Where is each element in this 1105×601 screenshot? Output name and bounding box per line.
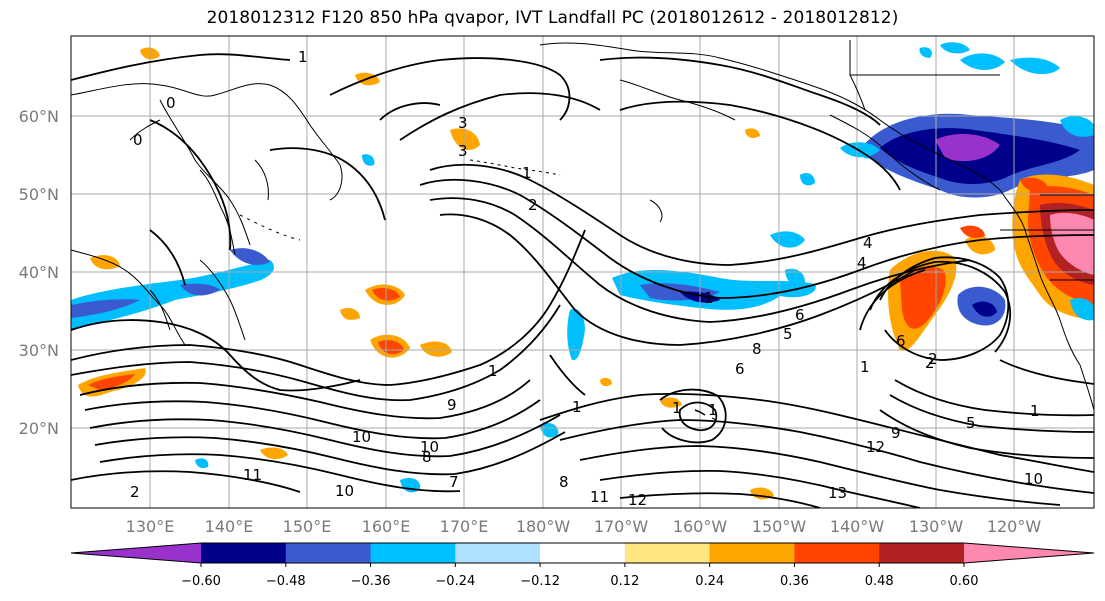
colorbar-segment bbox=[455, 543, 541, 563]
contour-label: 10 bbox=[420, 438, 439, 456]
colorbar-extend-low bbox=[71, 543, 201, 563]
latitude-axis: 60°N 50°N 40°N 30°N 20°N bbox=[19, 107, 59, 438]
colorbar: −0.60 −0.48 −0.36 −0.24 −0.12 0.12 0.24 0.36 0.4… bbox=[70, 542, 1095, 589]
colorbar-tick-label: 0.48 bbox=[865, 574, 894, 589]
colorbar-segment bbox=[879, 543, 965, 563]
contour-label: 1 bbox=[860, 358, 870, 376]
contour-label: 0 bbox=[133, 131, 143, 149]
colorbar-segment bbox=[370, 543, 456, 563]
lon-label-150e: 150°E bbox=[283, 517, 332, 536]
contour-label: 9 bbox=[891, 424, 901, 442]
contour-label: 2 bbox=[928, 350, 938, 368]
lon-label-160w: 160°W bbox=[673, 517, 728, 536]
longitude-axis: 130°E 140°E 150°E 160°E 170°E 180°W 170°… bbox=[126, 517, 1042, 536]
colorbar-segment bbox=[794, 543, 880, 563]
shaded-field bbox=[71, 42, 1094, 500]
contour-label: 2 bbox=[925, 354, 935, 372]
contour-label: 10 bbox=[1024, 470, 1043, 488]
lon-label-160e: 160°E bbox=[362, 517, 411, 536]
colorbar-segment bbox=[709, 543, 795, 563]
ivt-contours bbox=[71, 53, 1094, 508]
coastlines bbox=[71, 40, 1094, 421]
zero-contours bbox=[129, 119, 663, 223]
colorbar-segment bbox=[285, 543, 372, 563]
contour-label: 13 bbox=[828, 484, 847, 502]
contour-label: 1 bbox=[522, 164, 532, 182]
contour-label: 12 bbox=[866, 438, 885, 456]
contour-label: 2 bbox=[130, 483, 140, 501]
contour-label: 6 bbox=[896, 332, 906, 350]
colorbar-tick-label: −0.48 bbox=[266, 574, 306, 589]
lon-label-170e: 170°E bbox=[440, 517, 489, 536]
lat-label-50: 50°N bbox=[19, 185, 59, 204]
contour-label: 8 bbox=[752, 340, 762, 358]
lat-label-30: 30°N bbox=[19, 341, 59, 360]
contour-label: 9 bbox=[447, 396, 457, 414]
colorbar-segment bbox=[540, 543, 626, 563]
colorbar-segments bbox=[70, 542, 1095, 564]
contour-label: 11 bbox=[243, 466, 262, 484]
colorbar-segment bbox=[624, 543, 711, 563]
contour-label: 11 bbox=[590, 488, 609, 506]
lon-label-130w: 130°W bbox=[909, 517, 964, 536]
colorbar-tick-label: 0.12 bbox=[610, 574, 639, 589]
contour-label: 1 bbox=[488, 362, 498, 380]
lon-label-130e: 130°E bbox=[126, 517, 175, 536]
lat-label-20: 20°N bbox=[19, 419, 59, 438]
lat-label-60: 60°N bbox=[19, 107, 59, 126]
contour-label: 10 bbox=[335, 482, 354, 500]
colorbar-tick-label: −0.12 bbox=[520, 574, 560, 589]
gridlines bbox=[71, 36, 1094, 508]
lon-label-180w: 180°W bbox=[516, 517, 571, 536]
contour-label: 1 bbox=[1030, 402, 1040, 420]
contour-label: 1 bbox=[704, 289, 714, 307]
contour-label: 6 bbox=[795, 306, 805, 324]
contour-label: 10 bbox=[352, 428, 371, 446]
map-frame bbox=[70, 35, 1095, 509]
contour-label: 2 bbox=[528, 196, 538, 214]
colorbar-segment bbox=[201, 543, 287, 563]
colorbar-extend-high bbox=[964, 543, 1094, 563]
contour-label: 8 bbox=[559, 473, 569, 491]
lon-label-150w: 150°W bbox=[752, 517, 807, 536]
contour-label: 3 bbox=[458, 142, 468, 160]
contour-label: 7 bbox=[449, 473, 459, 491]
contour-label: 1 bbox=[298, 48, 308, 66]
contour-label: 6 bbox=[735, 360, 745, 378]
contour-label: 8 bbox=[422, 448, 432, 466]
contour-label: 3 bbox=[458, 114, 468, 132]
contour-label: 12 bbox=[628, 491, 647, 509]
colorbar-tick-label: −0.24 bbox=[435, 574, 475, 589]
figure-title: 2018012312 F120 850 hPa qvapor, IVT Land… bbox=[206, 8, 899, 28]
colorbar-ticks: −0.60 −0.48 −0.36 −0.24 −0.12 0.12 0.24 0.36 0.4… bbox=[181, 563, 978, 589]
contour-label: 1 bbox=[672, 399, 682, 417]
contour-label: 0 bbox=[166, 94, 176, 112]
contour-label: 4 bbox=[857, 254, 867, 272]
contour-label: 5 bbox=[783, 325, 793, 343]
colorbar-tick-label: 0.36 bbox=[780, 574, 809, 589]
contour-label: 4 bbox=[863, 234, 873, 252]
lon-label-140w: 140°W bbox=[830, 517, 885, 536]
colorbar-tick-label: −0.60 bbox=[181, 574, 221, 589]
colorbar-tick-label: −0.36 bbox=[351, 574, 391, 589]
colorbar-tick-label: 0.24 bbox=[695, 574, 724, 589]
lat-label-40: 40°N bbox=[19, 263, 59, 282]
contour-label: 5 bbox=[966, 414, 976, 432]
contour-label: 1 bbox=[708, 401, 718, 419]
colorbar-tick-label: 0.60 bbox=[950, 574, 979, 589]
lon-label-120w: 120°W bbox=[987, 517, 1042, 536]
lon-label-140e: 140°E bbox=[205, 517, 254, 536]
contour-label: 1 bbox=[572, 398, 582, 416]
lon-label-170w: 170°W bbox=[594, 517, 649, 536]
